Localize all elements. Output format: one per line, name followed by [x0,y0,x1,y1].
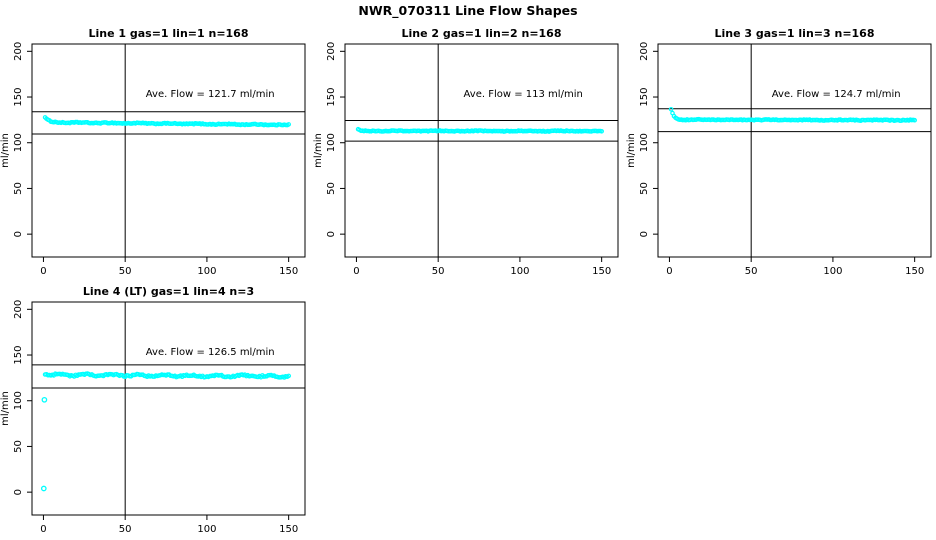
y-tick-label: 50 [639,182,650,195]
plot-frame [31,301,306,516]
y-axis-label: ml/min [313,133,324,168]
panel-title: Line 1 gas=1 lin=1 n=168 [88,27,248,40]
x-tick-label: 50 [119,266,132,277]
y-tick-label: 50 [13,440,24,453]
data-points [668,107,918,124]
y-tick-label: 200 [13,300,24,319]
data-points [42,115,292,128]
y-tick-label: 0 [639,231,650,237]
x-tick-label: 50 [745,266,758,277]
y-tick-label: 200 [13,42,24,61]
data-point [286,373,292,379]
outlier-data-point [41,396,48,403]
y-tick-label: 0 [13,489,24,495]
x-tick-label: 100 [823,266,842,277]
data-points [40,371,292,492]
y-axis-label: ml/min [0,133,11,168]
y-axis-label: ml/min [0,391,11,426]
data-point [599,129,605,134]
panel-line-4: Line 4 (LT) gas=1 lin=4 n=3 0 50 100 150 0 50 1… [0,285,306,535]
x-tick-label: 150 [279,266,298,277]
x-tick-label: 0 [40,524,46,535]
ave-flow-annotation: Ave. Flow = 113 ml/min [464,89,583,100]
panel-line-2: Line 2 gas=1 lin=2 n=168 0 50 100 150 0 50 100 1… [313,27,619,277]
x-tick-label: 100 [197,266,216,277]
x-tick-label: 100 [510,266,529,277]
data-point [668,107,674,112]
x-tick-label: 150 [279,524,298,535]
y-tick-label: 100 [326,133,337,152]
x-tick-label: 150 [905,266,924,277]
ave-flow-annotation: Ave. Flow = 121.7 ml/min [146,89,275,100]
panel-line-1: Line 1 gas=1 lin=1 n=168 0 50 100 150 0 50 100 1… [0,27,306,277]
y-tick-label: 150 [13,345,24,364]
main-title: NWR_070311 Line Flow Shapes [358,3,577,19]
x-tick-label: 100 [197,524,216,535]
x-tick-label: 0 [40,266,46,277]
y-tick-label: 100 [13,133,24,152]
y-axis-label: ml/min [626,133,637,168]
x-tick-label: 50 [119,524,132,535]
y-tick-label: 150 [13,87,24,106]
y-tick-label: 100 [13,391,24,410]
x-tick-label: 150 [592,266,611,277]
panel-line-3: Line 3 gas=1 lin=3 n=168 0 50 100 150 0 50 100 1… [626,27,932,277]
x-tick-label: 50 [432,266,445,277]
x-tick-label: 0 [666,266,672,277]
panel-title: Line 3 gas=1 lin=3 n=168 [714,27,874,40]
y-tick-label: 150 [326,87,337,106]
data-points [355,126,605,134]
panels-container: Line 1 gas=1 lin=1 n=168 0 50 100 150 0 50 100 1… [0,27,932,535]
y-tick-label: 50 [326,182,337,195]
y-tick-label: 0 [13,231,24,237]
plot-frame [657,43,932,258]
ave-flow-annotation: Ave. Flow = 126.5 ml/min [146,347,275,358]
ave-flow-annotation: Ave. Flow = 124.7 ml/min [772,89,901,100]
data-point [912,117,918,123]
y-tick-label: 0 [326,231,337,237]
data-point [286,122,292,127]
y-tick-label: 150 [639,87,650,106]
plot-frame [344,43,619,258]
outlier-data-point [40,485,47,492]
y-tick-label: 200 [326,42,337,61]
plot-frame [31,43,306,258]
x-tick-label: 0 [353,266,359,277]
panel-title: Line 4 (LT) gas=1 lin=4 n=3 [83,285,254,298]
y-tick-label: 200 [639,42,650,61]
y-tick-label: 50 [13,182,24,195]
y-tick-label: 100 [639,133,650,152]
panel-title: Line 2 gas=1 lin=2 n=168 [401,27,561,40]
